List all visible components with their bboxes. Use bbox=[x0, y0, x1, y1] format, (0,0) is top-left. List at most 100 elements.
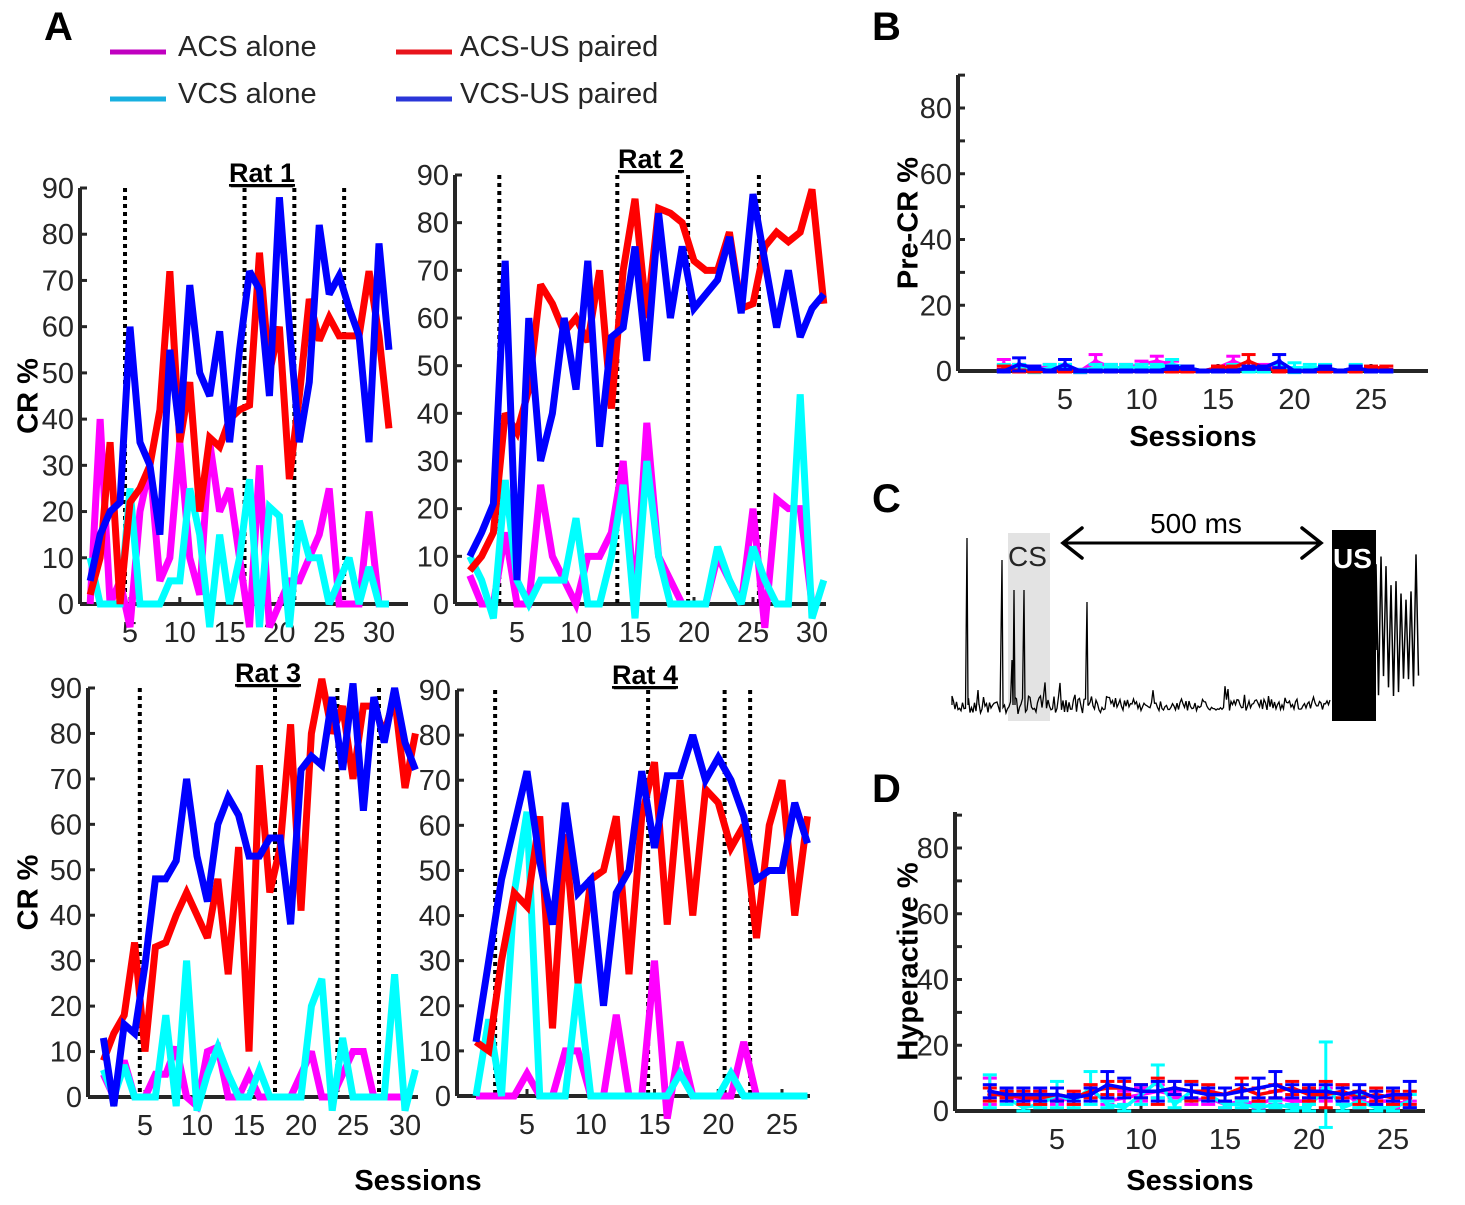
us-label: US bbox=[1333, 543, 1372, 574]
y-tick-label: 70 bbox=[417, 255, 449, 287]
data-point bbox=[1215, 368, 1221, 374]
data-point bbox=[1104, 1101, 1110, 1107]
series-line-vcs-us-paired bbox=[989, 1082, 1410, 1100]
x-tick-label: 25 bbox=[337, 1110, 369, 1142]
y-tick-label: 60 bbox=[417, 303, 449, 335]
data-point bbox=[1307, 368, 1313, 374]
data-point bbox=[1200, 368, 1206, 374]
data-point bbox=[1272, 1082, 1278, 1088]
y-tick-label: 40 bbox=[417, 398, 449, 430]
data-point bbox=[1031, 365, 1037, 371]
chart-pre-cr: 0 20 40 60 80 5 10 15 20 25 Pre-CR % Sessions bbox=[893, 73, 1428, 453]
legend-label-vcs-alone: VCS alone bbox=[178, 78, 317, 110]
y-tick-label: 70 bbox=[419, 765, 451, 797]
y-tick-label: 0 bbox=[66, 1082, 82, 1114]
us-block bbox=[1332, 530, 1376, 721]
x-tick-label: 5 bbox=[519, 1109, 535, 1141]
data-point bbox=[1184, 365, 1190, 371]
y-tick-label: 50 bbox=[419, 855, 451, 887]
data-point bbox=[1188, 1088, 1194, 1094]
x-tick-label: 20 bbox=[1293, 1124, 1325, 1156]
x-tick-label: 25 bbox=[313, 617, 345, 649]
x-tick-label: 10 bbox=[1125, 384, 1157, 416]
y-tick-label: 0 bbox=[58, 589, 74, 621]
x-tick-label: 15 bbox=[213, 617, 245, 649]
x-tick-label: 15 bbox=[1202, 384, 1234, 416]
y-tick-label: 40 bbox=[917, 965, 949, 997]
x-tick-label: 15 bbox=[619, 617, 651, 649]
y-tick-label: 90 bbox=[50, 673, 82, 705]
chart-title: Rat 1 bbox=[229, 158, 295, 188]
x-tick-label: 20 bbox=[678, 617, 710, 649]
data-point bbox=[1289, 1088, 1295, 1094]
data-point bbox=[1004, 1092, 1010, 1098]
series-line-vcs-us-paired bbox=[466, 193, 827, 581]
data-point bbox=[1077, 368, 1083, 374]
legend-label-acs-us-paired: ACS-US paired bbox=[460, 31, 658, 63]
data-point bbox=[1016, 361, 1022, 367]
x-tick-label: 10 bbox=[1125, 1124, 1157, 1156]
data-point bbox=[1256, 1085, 1262, 1091]
y-tick-label: 80 bbox=[417, 208, 449, 240]
y-tick-label: 80 bbox=[50, 718, 82, 750]
data-point bbox=[1256, 1105, 1262, 1111]
data-point bbox=[1088, 1092, 1094, 1098]
x-tick-label: 10 bbox=[560, 617, 592, 649]
data-point bbox=[1239, 1088, 1245, 1094]
chart-hyperactive: 0 20 40 60 80 5 10 15 20 25 Hyperactive % Sessions bbox=[893, 812, 1425, 1197]
cs-label: CS bbox=[1008, 541, 1047, 572]
data-point bbox=[1276, 358, 1282, 364]
data-point bbox=[1093, 358, 1099, 364]
data-point bbox=[1390, 1105, 1396, 1111]
y-tick-label: 20 bbox=[42, 497, 74, 529]
data-point bbox=[1172, 1101, 1178, 1107]
y-tick-label: 80 bbox=[419, 720, 451, 752]
x-tick-label: 10 bbox=[575, 1109, 607, 1141]
data-point bbox=[1340, 1092, 1346, 1098]
series-line-vcs-us-paired bbox=[1003, 359, 1387, 373]
y-tick-label: 60 bbox=[920, 159, 952, 191]
y-tick-label: 0 bbox=[435, 1081, 451, 1113]
data-point bbox=[1169, 365, 1175, 371]
data-point bbox=[1323, 1088, 1329, 1094]
x-tick-label: 25 bbox=[1355, 384, 1387, 416]
y-tick-label: 30 bbox=[417, 446, 449, 478]
panel-label-b: B bbox=[872, 5, 901, 49]
data-point bbox=[1368, 368, 1374, 374]
data-point bbox=[1037, 1092, 1043, 1098]
y-tick-label: 80 bbox=[42, 219, 74, 251]
x-tick-label: 15 bbox=[1209, 1124, 1241, 1156]
y-tick-label: 50 bbox=[42, 358, 74, 390]
data-point bbox=[1272, 1101, 1278, 1107]
x-tick-label: 25 bbox=[766, 1109, 798, 1141]
series-line-vcs-us-paired bbox=[472, 734, 811, 1043]
y-tick-label: 40 bbox=[419, 901, 451, 933]
data-point bbox=[1123, 368, 1129, 374]
data-point bbox=[1154, 368, 1160, 374]
data-point bbox=[1306, 1105, 1312, 1111]
y-tick-label: 0 bbox=[433, 589, 449, 621]
legend: ACS alone VCS alone ACS-US paired VCS-US… bbox=[110, 31, 658, 110]
data-point bbox=[1205, 1092, 1211, 1098]
data-point bbox=[1121, 1085, 1127, 1091]
y-tick-label: 80 bbox=[920, 93, 952, 125]
data-point bbox=[1001, 368, 1007, 374]
data-point bbox=[1246, 358, 1252, 364]
y-tick-label: 60 bbox=[917, 899, 949, 931]
x-tick-label: 5 bbox=[509, 617, 525, 649]
data-point bbox=[1139, 368, 1144, 374]
series-line-acs-us-paired bbox=[100, 678, 419, 1062]
x-tick-label: 5 bbox=[137, 1110, 153, 1142]
panel-label-a: A bbox=[44, 5, 73, 49]
data-point bbox=[1155, 1088, 1161, 1094]
data-point bbox=[1276, 368, 1282, 374]
x-axis-title-panel-a: Sessions bbox=[354, 1165, 481, 1197]
panel-label-c: C bbox=[872, 477, 901, 521]
data-point bbox=[1020, 1105, 1026, 1111]
y-tick-label: 10 bbox=[50, 1037, 82, 1069]
y-tick-label: 60 bbox=[42, 312, 74, 344]
data-point bbox=[1230, 368, 1236, 374]
